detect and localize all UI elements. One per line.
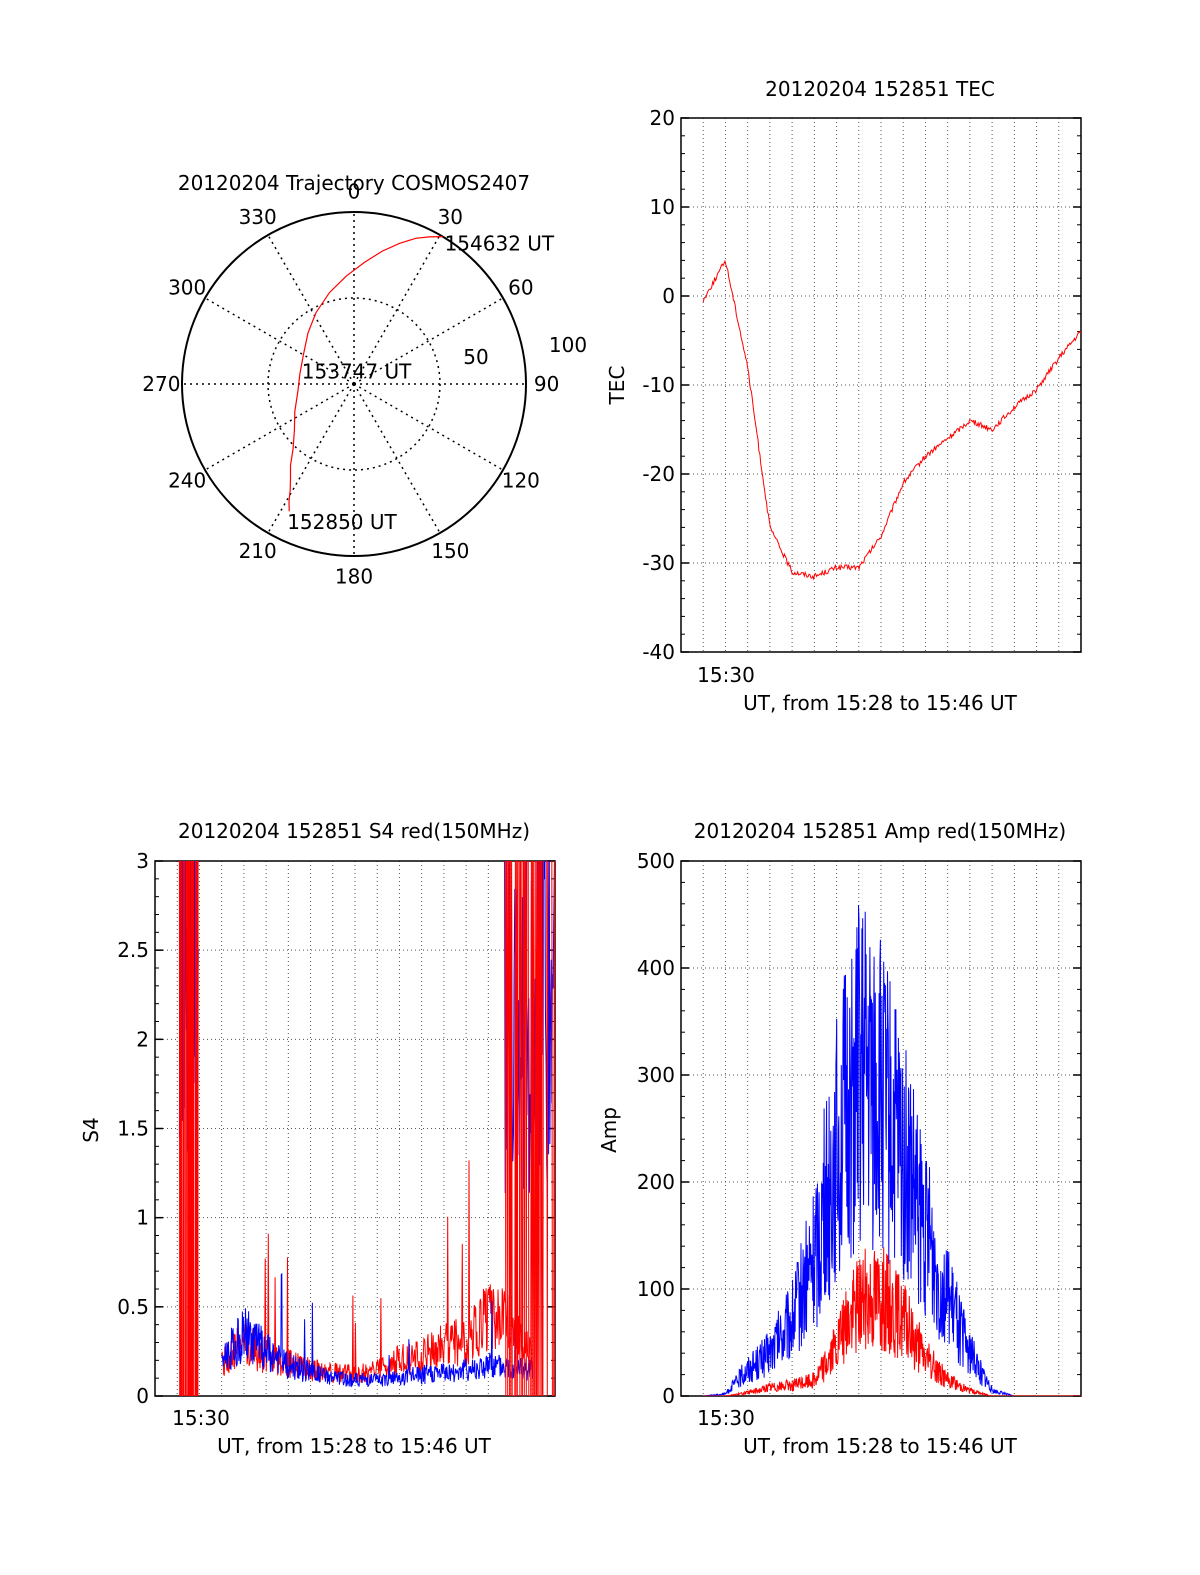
series-line — [702, 259, 1081, 581]
ytick-label: 0 — [662, 1384, 675, 1408]
tec-title: 20120204 152851 TEC — [765, 77, 995, 101]
amp-plot: 20120204 152851 Amp red(150MHz) UT, from… — [597, 819, 1082, 1458]
amp-ylabel: Amp — [597, 1107, 621, 1153]
polar-azimuth-label: 240 — [168, 468, 206, 492]
ytick-label: 0.5 — [117, 1295, 149, 1319]
tec-plot: 20120204 152851 TEC UT, from 15:28 to 15… — [605, 77, 1082, 715]
ytick-label: -40 — [642, 640, 675, 664]
s4-xtick-label: 15:30 — [172, 1406, 230, 1430]
s4-ylabel: S4 — [79, 1117, 103, 1142]
series-line — [703, 1247, 1081, 1396]
polar-spoke — [204, 383, 355, 471]
polar-azimuth-label: 30 — [438, 205, 463, 229]
polar-azimuth-label: 120 — [502, 468, 540, 492]
ytick-label: 0 — [662, 284, 675, 308]
ytick-label: 1 — [136, 1206, 149, 1230]
polar-azimuth-label: 0 — [348, 179, 361, 203]
ytick-label: -20 — [642, 462, 675, 486]
polar-azimuth-label: 150 — [431, 539, 469, 563]
polar-azimuth-label: 270 — [142, 372, 180, 396]
s4-xlabel: UT, from 15:28 to 15:46 UT — [217, 1434, 492, 1458]
polar-spoke — [267, 234, 355, 385]
polar-azimuth-label: 90 — [534, 372, 559, 396]
polar-spoke — [353, 297, 504, 385]
trajectory-time-label: 153747 UT — [302, 359, 412, 383]
ytick-label: 500 — [637, 849, 675, 873]
trajectory-time-label: 154632 UT — [445, 232, 555, 256]
polar-azimuth-label: 300 — [168, 276, 206, 300]
polar-spoke — [267, 383, 355, 534]
trajectory-polar-plot: 20120204 Trajectory COSMOS2407 0 30 60 90 12… — [142, 171, 587, 589]
ytick-label: 0 — [136, 1384, 149, 1408]
ytick-label: 20 — [650, 106, 675, 130]
polar-azimuth-label: 330 — [239, 205, 277, 229]
polar-spoke — [353, 383, 504, 471]
ytick-label: 300 — [637, 1063, 675, 1087]
amp-xlabel: UT, from 15:28 to 15:46 UT — [743, 1434, 1018, 1458]
ytick-label: 400 — [637, 956, 675, 980]
ytick-label: -10 — [642, 373, 675, 397]
tec-ylabel: TEC — [605, 366, 629, 406]
amp-xtick-label: 15:30 — [697, 1406, 755, 1430]
amp-title: 20120204 152851 Amp red(150MHz) — [694, 819, 1066, 843]
trajectory-time-label: 152850 UT — [287, 510, 397, 534]
polar-outer-ring — [181, 211, 527, 557]
polar-radial-label: 50 — [463, 345, 488, 369]
polar-spoke — [353, 234, 441, 385]
tec-xtick-label: 15:30 — [697, 663, 755, 687]
ytick-label: 10 — [650, 195, 675, 219]
plot-frame — [680, 117, 1082, 653]
polar-azimuth-label: 210 — [239, 539, 277, 563]
ytick-label: 1.5 — [117, 1117, 149, 1141]
ytick-label: 2.5 — [117, 938, 149, 962]
ytick-label: 100 — [637, 1277, 675, 1301]
ytick-label: -30 — [642, 551, 675, 575]
polar-azimuth-label: 180 — [335, 565, 373, 589]
series-line — [703, 904, 1081, 1396]
polar-spoke — [353, 383, 441, 534]
s4-plot: 20120204 152851 S4 red(150MHz) UT, from … — [79, 819, 556, 1458]
plot-frame — [680, 860, 1082, 1397]
ytick-label: 3 — [136, 849, 149, 873]
polar-azimuth-label: 60 — [508, 276, 533, 300]
polar-spoke — [204, 297, 355, 385]
series-line — [221, 1272, 534, 1388]
ytick-label: 200 — [637, 1170, 675, 1194]
s4-title: 20120204 152851 S4 red(150MHz) — [178, 819, 530, 843]
polar-radial-label: 100 — [549, 333, 587, 357]
trajectory-title: 20120204 Trajectory COSMOS2407 — [178, 171, 530, 195]
tec-xlabel: UT, from 15:28 to 15:46 UT — [743, 691, 1018, 715]
ytick-label: 2 — [136, 1027, 149, 1051]
trajectory-track — [288, 236, 443, 512]
